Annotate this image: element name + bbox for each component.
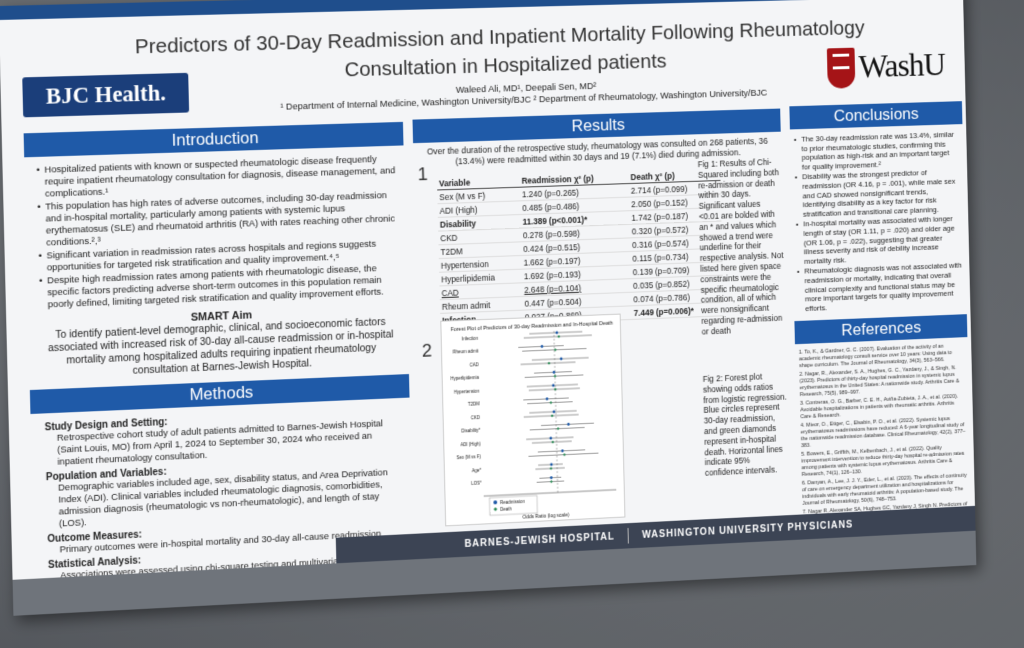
death-point: [553, 374, 557, 378]
readmission-point: [561, 449, 564, 453]
forest-plot: Forest Plot of Predictors of 30-day Read…: [440, 313, 626, 527]
death-point: [553, 387, 557, 391]
forest-row-label: Hypertension: [454, 389, 480, 395]
forest-row-label: Hyperlipidemia: [451, 375, 480, 381]
readmission-point: [567, 422, 570, 426]
readmission-point: [559, 357, 563, 361]
right-column: Conclusions The 30-day readmission rate …: [789, 101, 972, 545]
legend-death-label: Death: [500, 506, 512, 511]
footer-barnes-jewish: BARNES-JEWISH HOSPITAL: [464, 531, 615, 550]
forest-row-label: CKD: [471, 415, 481, 420]
readmission-point: [549, 476, 553, 480]
readmission-point: [545, 397, 549, 401]
readmission-point: [550, 463, 553, 466]
conclusions-body: The 30-day readmission rate was 13.4%, s…: [790, 124, 967, 314]
research-poster: BJC Health. Predictors of 30-Day Readmis…: [0, 0, 976, 616]
figure-2-caption: Fig 2: Forest plot showing odds ratios f…: [702, 371, 787, 478]
conclusion-bullet: In-hospital mortality was associated wit…: [796, 214, 962, 266]
death-point: [549, 479, 553, 484]
washu-shield-icon: [826, 47, 856, 89]
forest-row-label: T2DM: [468, 402, 480, 407]
forest-legend: Readmission Death: [489, 495, 537, 515]
death-point: [562, 453, 566, 457]
results-table-body: Sex (M vs F) 1.240 (p=0.265) 2.714 (p=0.09…: [437, 180, 724, 328]
death-point: [557, 334, 561, 339]
readmission-point: [551, 384, 555, 387]
washu-logo: WashU: [826, 42, 965, 92]
figure-1-number: 1: [417, 164, 429, 186]
forest-row-label: Age*: [472, 468, 482, 473]
death-point: [549, 466, 553, 471]
forest-plot-title: Forest Plot of Predictors of 30-day Read…: [450, 321, 613, 333]
forest-row-label: CAD: [470, 362, 480, 367]
death-point: [550, 414, 554, 418]
forest-row-label: Disability*: [461, 428, 480, 434]
washu-logo-text: WashU: [858, 47, 946, 86]
footer-washu-physicians: WASHINGTON UNIVERSITY PHYSICIANS: [641, 519, 854, 541]
legend-readmission-label: Readmission: [500, 499, 525, 505]
forest-row-label: Infection: [462, 336, 479, 342]
results-table-wrap: Variable Readmission χ² (p) Death χ² (p)…: [436, 168, 724, 328]
readmission-point: [552, 410, 556, 414]
death-point: [549, 401, 553, 405]
conclusion-bullet: Rheumatologic diagnosis was not associat…: [797, 261, 963, 313]
conclusion-bullet: The 30-day readmission rate was 13.4%, s…: [794, 130, 960, 172]
readmission-point: [540, 345, 544, 348]
introduction-bullets: Hospitalized patients with known or susp…: [36, 154, 399, 312]
figure-2-number: 2: [421, 340, 433, 362]
forest-plot-svg: Forest Plot of Predictors of 30-day Read…: [450, 321, 626, 521]
readmission-point: [549, 436, 553, 440]
forest-row-label: Sex (M vs F): [457, 455, 482, 461]
results-table: Variable Readmission χ² (p) Death χ² (p)…: [436, 168, 724, 328]
death-point: [556, 427, 560, 431]
conclusions-bullets: The 30-day readmission rate was 13.4%, s…: [794, 130, 963, 314]
introduction-body: Hospitalized patients with known or susp…: [24, 145, 409, 382]
footer-divider: [627, 527, 629, 544]
death-point: [551, 440, 555, 444]
forest-row-label: Rheum admit: [453, 349, 479, 355]
forest-x-axis: [484, 490, 617, 496]
death-point: [547, 361, 551, 365]
forest-row-label: LOS*: [471, 481, 482, 486]
forest-x-label: Odds Ratio (log scale): [523, 512, 570, 520]
figure-1-caption: Fig 1: Results of Chi-Squared including …: [697, 157, 784, 337]
forest-row-label: ADI (High): [460, 441, 481, 447]
readmission-point: [555, 331, 559, 335]
conclusion-bullet: Disability was the strongest predictor o…: [795, 168, 961, 220]
